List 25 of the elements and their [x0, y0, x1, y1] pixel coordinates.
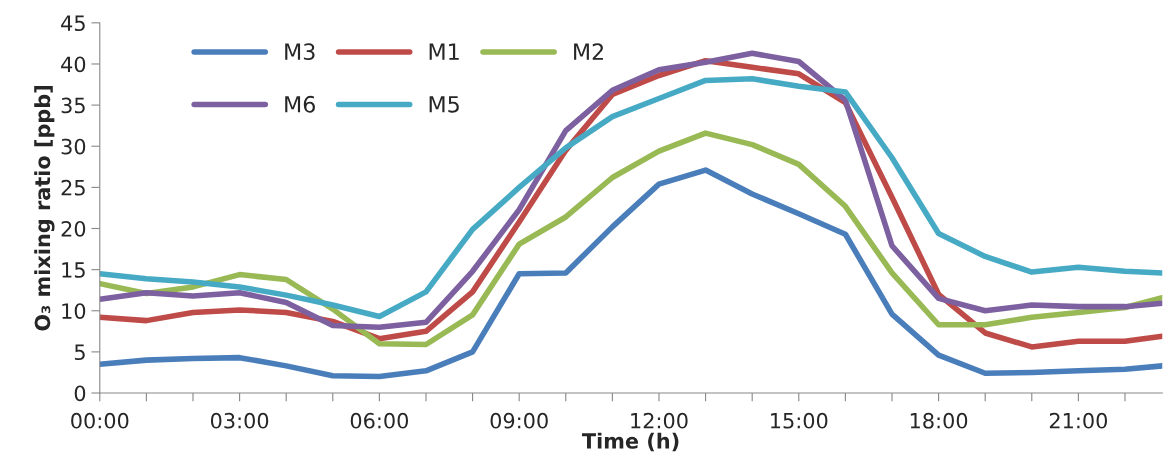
y-tick-label: 10 [62, 303, 86, 319]
legend-label: M1 [429, 43, 459, 60]
legend-label: M6 [285, 95, 315, 113]
legend-label: M2 [574, 43, 603, 60]
legend-label: M5 [429, 96, 459, 113]
y-tick-label: 25 [61, 179, 85, 196]
y-tick-label: 0 [74, 385, 86, 402]
y-tick-label: 40 [61, 56, 86, 73]
y-tick-label: 30 [61, 138, 86, 155]
x-tick-label: 15:00 [771, 412, 828, 429]
y-tick-label: 5 [74, 344, 85, 361]
y-tick-label: 35 [61, 97, 85, 114]
x-tick-label: 12:00 [631, 412, 688, 429]
y-tick-label: 15 [62, 262, 85, 278]
x-tick-label: 18:00 [910, 412, 968, 429]
x-tick-label: 06:00 [350, 412, 409, 429]
x-tick-label: 09:00 [490, 412, 548, 429]
y-tick-label: 45 [61, 15, 85, 32]
y-tick-label: 20 [61, 220, 86, 237]
x-tick-label: 21:00 [1049, 412, 1108, 429]
y-axis-title: O₃ mixing ratio [ppb] [34, 86, 55, 331]
x-axis-title: Time (h) [581, 432, 679, 452]
legend-label: M3 [285, 43, 315, 61]
x-tick-label: 03:00 [210, 412, 269, 429]
x-tick-label: 00:00 [71, 412, 129, 429]
